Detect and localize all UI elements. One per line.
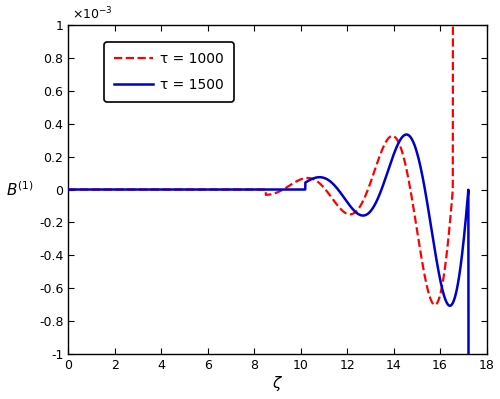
τ = 1000 (376, 157, 382, 162)
τ = 1500 (466, 359, 471, 364)
τ = 1000 (216, 187, 222, 192)
τ = 1000 (66, 187, 71, 192)
τ = 1500 (86, 187, 92, 192)
τ = 1500 (312, 175, 318, 180)
τ = 1000 (312, 178, 318, 183)
τ = 1500 (404, 132, 409, 137)
τ = 1500 (376, 195, 382, 200)
τ = 1000 (331, 198, 337, 203)
τ = 1000 (484, 15, 490, 20)
τ = 1000 (450, 15, 456, 20)
Line: τ = 1500: τ = 1500 (68, 134, 486, 362)
X-axis label: $\zeta$: $\zeta$ (272, 374, 283, 393)
Legend: τ = 1000, τ = 1500: τ = 1000, τ = 1500 (104, 42, 234, 102)
τ = 1000 (86, 187, 92, 192)
Line: τ = 1000: τ = 1000 (68, 17, 486, 305)
τ = 1500 (484, 359, 490, 364)
Text: $\times 10^{-3}$: $\times 10^{-3}$ (72, 5, 113, 22)
τ = 1500 (216, 187, 222, 192)
τ = 1000 (398, 145, 404, 150)
τ = 1000 (432, 302, 438, 307)
Y-axis label: $B^{(1)}$: $B^{(1)}$ (6, 180, 34, 199)
τ = 1500 (66, 187, 71, 192)
τ = 1500 (331, 182, 337, 187)
τ = 1500 (398, 137, 404, 142)
